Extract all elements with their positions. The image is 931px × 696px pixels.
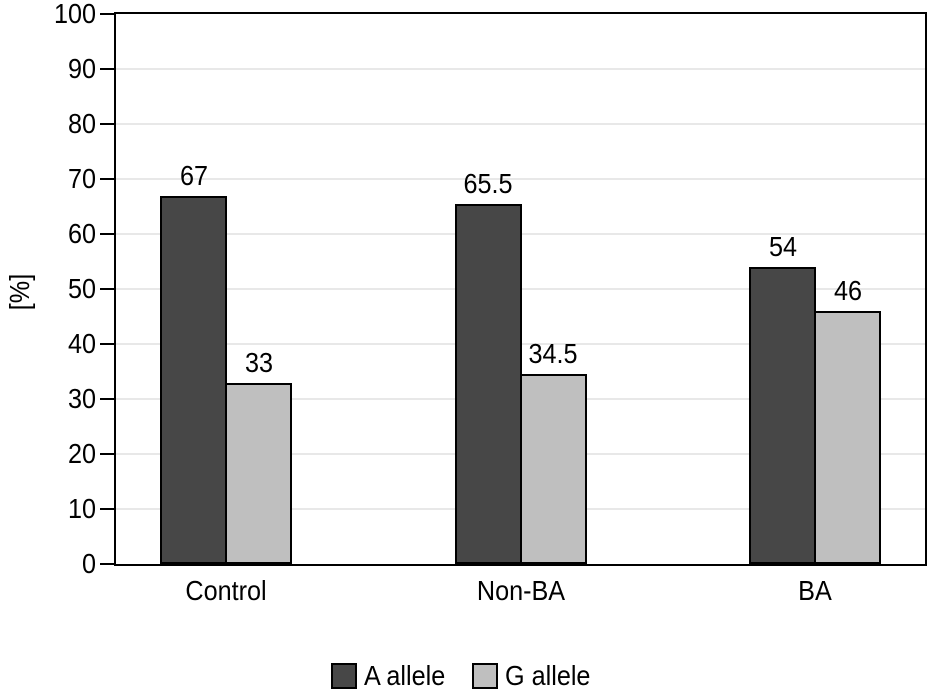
y-tick-label: 20	[67, 438, 96, 469]
legend-label: G allele	[504, 660, 591, 691]
bar-value-label: 67	[179, 159, 208, 191]
legend-swatch-icon	[331, 663, 358, 689]
y-axis-tick	[100, 288, 114, 290]
bar-value-label: 54	[768, 231, 797, 262]
bar-value-label: 65.5	[463, 167, 513, 199]
y-gridline	[116, 178, 925, 180]
y-tick-label: 10	[67, 493, 96, 524]
x-category-label: BA	[798, 575, 832, 606]
y-gridline	[116, 123, 925, 125]
legend-item: G allele	[471, 660, 600, 692]
bar-value-label: 33	[244, 346, 273, 378]
bar-g-allele	[814, 311, 881, 564]
bar-a-allele	[454, 203, 522, 564]
y-axis-tick	[100, 563, 114, 565]
bar-g-allele	[225, 382, 292, 564]
y-axis-tick	[100, 508, 114, 510]
y-tick-label: 0	[81, 548, 96, 579]
y-axis-tick	[100, 453, 114, 455]
x-category-label: Non-BA	[476, 575, 565, 606]
y-axis-tick	[100, 68, 114, 70]
y-tick-label: 50	[67, 273, 96, 304]
legend-swatch-icon	[471, 663, 498, 689]
y-axis-tick	[100, 13, 114, 15]
y-gridline	[116, 68, 925, 70]
y-axis-tick	[100, 343, 114, 345]
legend-label: A allele	[364, 660, 446, 691]
bar-g-allele	[519, 374, 587, 564]
y-tick-label: 100	[53, 0, 96, 29]
y-tick-label: 80	[67, 108, 96, 139]
y-axis-tick	[100, 398, 114, 400]
y-axis-tick	[100, 178, 114, 180]
legend: A allele G allele	[0, 660, 931, 692]
bar-a-allele	[160, 195, 227, 564]
legend-item: A allele	[331, 660, 454, 692]
y-tick-label: 90	[67, 53, 96, 84]
bar-value-label: 46	[833, 275, 862, 306]
y-axis-tick	[100, 233, 114, 235]
x-category-label: Control	[185, 575, 267, 606]
y-tick-label: 30	[67, 383, 96, 414]
bar-a-allele	[749, 267, 816, 564]
y-tick-label: 40	[67, 328, 96, 359]
bar-value-label: 34.5	[528, 338, 578, 370]
y-tick-label: 60	[67, 218, 96, 249]
y-tick-label: 70	[67, 163, 96, 194]
y-axis-tick	[100, 123, 114, 125]
